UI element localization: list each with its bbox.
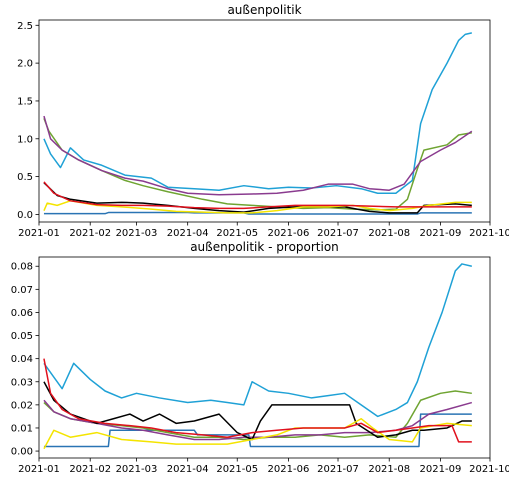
y-tick-label: 0.00 [11,447,33,458]
series-line [43,381,472,441]
x-tick-label: 2021-02 [69,464,111,475]
plot-frame [38,256,491,459]
y-tick-label: 0.05 [11,331,33,342]
chart-title: außenpolitik [227,3,301,17]
x-tick-label: 2021-08 [368,228,410,239]
x-tick-label: 2021-06 [268,228,310,239]
chart-panel-bottom: außenpolitik - proportion 0.00 0.01 0.02 0.0… [11,240,509,475]
y-tick-label: 1.0 [17,134,33,145]
y-tick-label: 0.02 [11,400,33,411]
x-tick-label: 2021-05 [216,228,258,239]
series-line [43,263,473,418]
x-tick-label: 2021-04 [167,228,209,239]
y-tick-label: 0.03 [11,377,33,388]
x-tick-label: 2021-09 [420,228,462,239]
x-tick-label: 2021-03 [116,228,158,239]
y-tick-label: 0.07 [11,285,33,296]
y-tick-label: 0.01 [11,423,33,434]
x-tick-label: 2021-10 [469,228,509,239]
x-tick-label: 2021-04 [167,464,209,475]
y-tick-label: 2.5 [17,21,33,32]
series-line [43,181,472,210]
series-line [43,358,472,443]
x-tick-label: 2021-06 [268,464,310,475]
series-line [43,417,472,450]
series-line [43,399,473,441]
x-tick-label: 2021-10 [469,464,509,475]
y-tick-label: 0.08 [11,262,33,273]
series-line [43,118,472,211]
x-tick-label: 2021-07 [317,464,359,475]
chart-title: außenpolitik - proportion [190,240,339,254]
x-tick-label: 2021-01 [18,228,60,239]
x-tick-label: 2021-05 [216,464,258,475]
y-tick-label: 2.0 [17,59,33,70]
y-tick-label: 0.5 [17,172,33,183]
x-tick-label: 2021-01 [18,464,60,475]
chart-panel-top: außenpolitik 0.0 0.5 1.0 1.5 2.0 2.5 2021-01 202… [17,3,509,239]
x-tick-label: 2021-03 [116,464,158,475]
x-tick-label: 2021-08 [368,464,410,475]
plot-frame [38,19,491,223]
series-line [43,32,472,194]
y-tick-label: 0.04 [11,354,33,365]
x-tick-label: 2021-07 [317,228,359,239]
x-tick-label: 2021-09 [420,464,462,475]
y-tick-label: 0.06 [11,308,33,319]
y-tick-label: 0.0 [17,210,33,221]
x-tick-label: 2021-02 [69,228,111,239]
series-line [43,182,472,214]
y-tick-label: 1.5 [17,96,33,107]
series-line [43,115,473,196]
